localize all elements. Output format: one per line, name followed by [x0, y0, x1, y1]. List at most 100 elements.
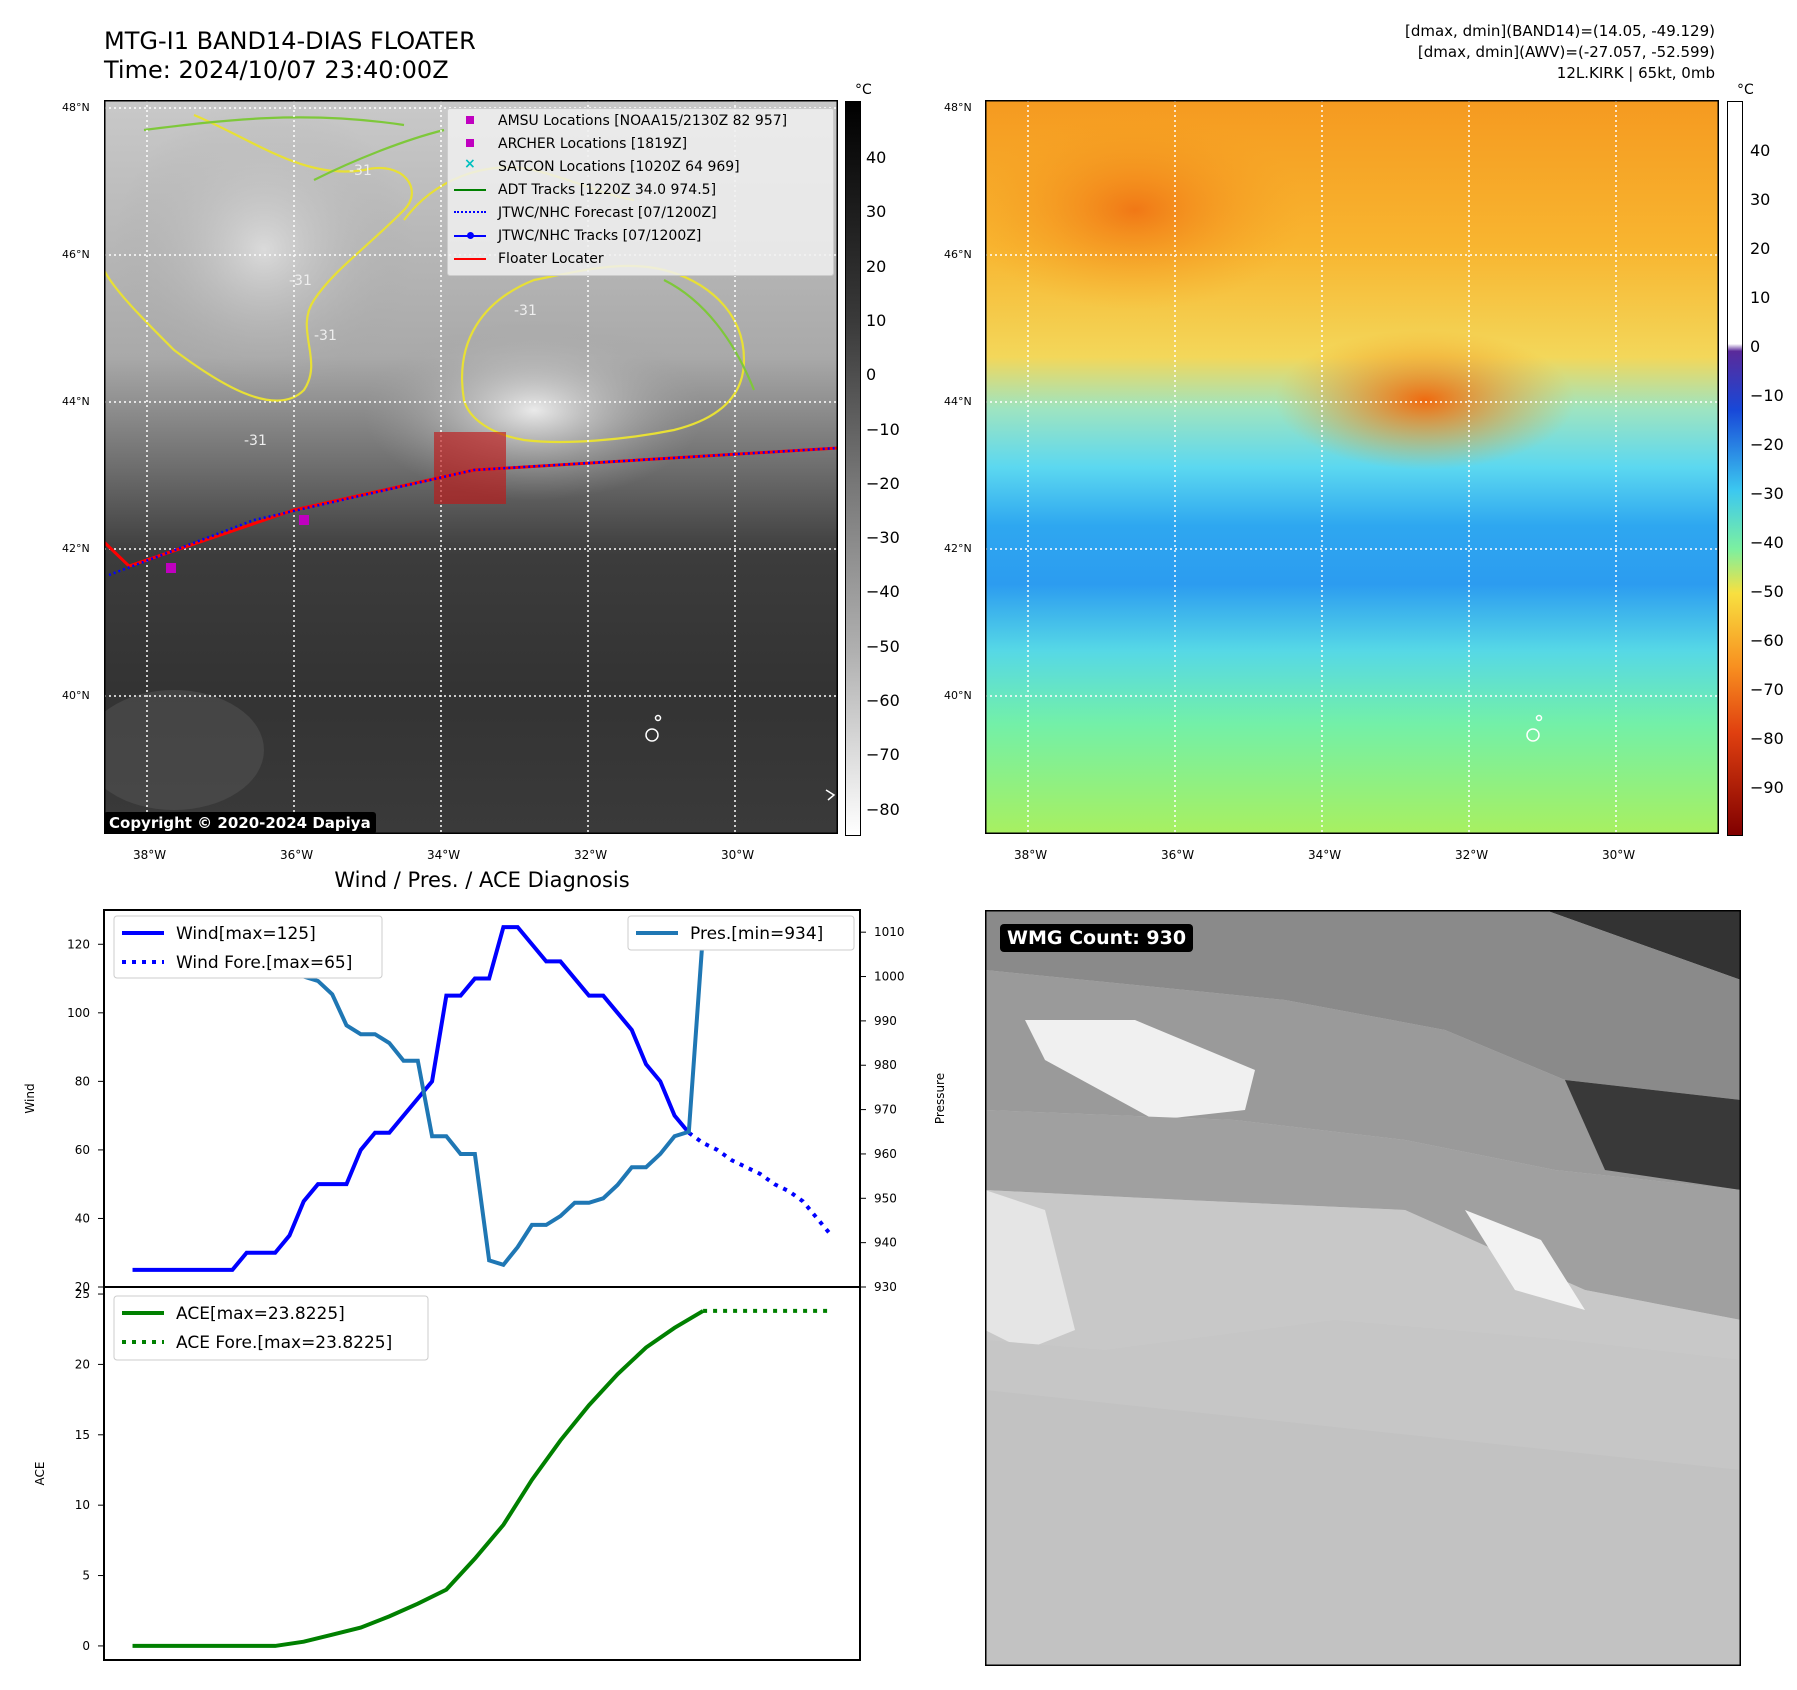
- lon-label: 38°W: [133, 848, 167, 862]
- legend-label: ACE[max=23.8225]: [176, 1304, 345, 1324]
- dotted-line-icon: [454, 211, 486, 213]
- lat-label: 42°N: [944, 542, 972, 555]
- ace-axis-label: ACE: [33, 1462, 47, 1486]
- diagnosis-title: Wind / Pres. / ACE Diagnosis: [334, 868, 630, 892]
- colorbar-tick-label: 10: [1750, 288, 1771, 307]
- lat-label: 40°N: [62, 689, 90, 702]
- colorbar-tick-label: 20: [1750, 239, 1771, 258]
- colorbar-tick-label: 40: [866, 148, 887, 167]
- map-legend: AMSU Locations [NOAA15/2130Z 82 957] ARC…: [447, 108, 834, 276]
- lon-label: 30°W: [1602, 848, 1636, 862]
- wind-tick-label: 120: [67, 937, 90, 951]
- pressure-tick-label: 1000: [874, 970, 905, 984]
- pressure-tick-label: 950: [874, 1191, 897, 1205]
- colorbar-tick-label: −30: [1750, 484, 1784, 503]
- wind-tick-label: 60: [75, 1143, 90, 1157]
- lat-label: 46°N: [62, 248, 90, 261]
- pressure-axis-label: Pressure: [933, 1073, 947, 1124]
- copyright-badge: Copyright © 2020-2024 Dapiya: [104, 812, 376, 834]
- colorbar-tick-label: −10: [1750, 386, 1784, 405]
- legend-item-tracks: JTWC/NHC Tracks [07/1200Z]: [448, 224, 833, 247]
- colorbar-tick-label: −70: [1750, 680, 1784, 699]
- contour-label: -31: [314, 328, 337, 344]
- ace-series-line-0: [132, 1309, 705, 1648]
- square-marker-icon: [466, 116, 474, 124]
- legend-item-archer: ARCHER Locations [1819Z]: [448, 132, 833, 155]
- series-line-1: [687, 1131, 834, 1237]
- ace-tick-label: 0: [82, 1639, 90, 1653]
- colorbar-tick-label: 30: [866, 202, 887, 222]
- pressure-tick-label: 980: [874, 1058, 897, 1072]
- lat-label: 42°N: [62, 542, 90, 555]
- ace-legend: [113, 1295, 429, 1361]
- colorbar-tick-label: −30: [866, 528, 900, 548]
- ace-tick-label: 10: [75, 1498, 90, 1512]
- colorbar-tick-label: 0: [1750, 337, 1761, 356]
- info-line-awv: [dmax, dmin](AWV)=(-27.057, -52.599): [1417, 43, 1715, 61]
- colorbar-tick-label: −60: [866, 691, 900, 710]
- info-line-band14: [dmax, dmin](BAND14)=(14.05, -49.129): [1404, 22, 1715, 40]
- legend-item-amsu: AMSU Locations [NOAA15/2130Z 82 957]: [448, 109, 833, 132]
- pressure-tick-label: 970: [874, 1103, 897, 1117]
- colorbar-tick-label: 10: [866, 310, 887, 330]
- square-marker-icon: [466, 139, 474, 147]
- pressure-tick-label: 930: [874, 1280, 897, 1294]
- island-outline: [645, 728, 659, 742]
- series-line-0: [132, 925, 691, 1272]
- ace-tick-label: 15: [75, 1428, 90, 1442]
- colorbar-tick-label: −50: [1750, 582, 1784, 601]
- colorbar-tick-label: −10: [866, 419, 900, 439]
- colorbar-tick-label: −80: [1750, 729, 1784, 748]
- line-marker-icon: [454, 189, 486, 191]
- colorbar-tick-label: −20: [1750, 435, 1784, 454]
- colorbar-tick-label: −70: [866, 745, 900, 765]
- ace-tick-label: 5: [82, 1569, 90, 1583]
- awv-gridlines: [985, 100, 1719, 834]
- colorbar-left-unit: °C: [855, 82, 872, 98]
- legend-label: ACE Fore.[max=23.8225]: [176, 1333, 392, 1353]
- colorbar-tick-label: −90: [1750, 778, 1784, 797]
- info-line-storm: 12L.KIRK | 65kt, 0mb: [1556, 64, 1715, 82]
- ace-tick-label: 25: [75, 1287, 90, 1301]
- pressure-tick-label: 940: [874, 1236, 897, 1250]
- colorbar-right: [1727, 101, 1743, 836]
- lon-label: 34°W: [427, 848, 461, 862]
- contour-label: -31: [289, 273, 312, 289]
- legend-label: Wind[max=125]: [176, 924, 316, 944]
- lat-label: 40°N: [944, 689, 972, 702]
- colorbar-right-unit: °C: [1737, 82, 1754, 98]
- colorbar-tick-label: 0: [866, 365, 877, 385]
- lat-label: 44°N: [62, 395, 90, 408]
- archer-marker: [166, 563, 176, 573]
- ace-panel-frame: [103, 1286, 861, 1661]
- pressure-tick-label: 990: [874, 1014, 897, 1028]
- lon-label: 36°W: [1161, 848, 1195, 862]
- x-marker-icon: ×: [464, 156, 476, 172]
- lon-label: 36°W: [280, 848, 314, 862]
- line-marker-icon: [454, 258, 486, 260]
- map-title-line2: Time: 2024/10/07 23:40:00Z: [104, 56, 449, 84]
- lon-label: 32°W: [1455, 848, 1489, 862]
- wind-tick-label: 100: [67, 1006, 90, 1020]
- amsu-marker: [299, 515, 309, 525]
- map-title-line1: MTG-I1 BAND14-DIAS FLOATER: [104, 27, 476, 55]
- diagnosis-chart: 1201008060402010101000990980970960950940…: [23, 909, 947, 1661]
- lon-label: 38°W: [1014, 848, 1048, 862]
- contour-label: -31: [514, 303, 537, 319]
- wind-tick-label: 80: [75, 1074, 90, 1088]
- lat-label: 46°N: [944, 248, 972, 261]
- colorbar-tick-label: 30: [1750, 190, 1771, 209]
- lon-label: 32°W: [574, 848, 608, 862]
- pressure-tick-label: 1010: [874, 925, 905, 939]
- lon-label: 34°W: [1308, 848, 1342, 862]
- colorbar-tick-label: 20: [866, 256, 887, 276]
- lat-label: 48°N: [62, 101, 90, 114]
- legend-item-forecast: JTWC/NHC Forecast [07/1200Z]: [448, 201, 833, 224]
- wind-legend: [113, 915, 383, 979]
- legend-label: Pres.[min=934]: [690, 924, 823, 944]
- colorbar-tick-label: −20: [866, 473, 900, 493]
- wmg-panel: [985, 910, 1741, 1666]
- contour-label: -31: [244, 433, 267, 449]
- colorbar-tick-label: −40: [866, 582, 900, 602]
- awv-map: [985, 100, 1719, 834]
